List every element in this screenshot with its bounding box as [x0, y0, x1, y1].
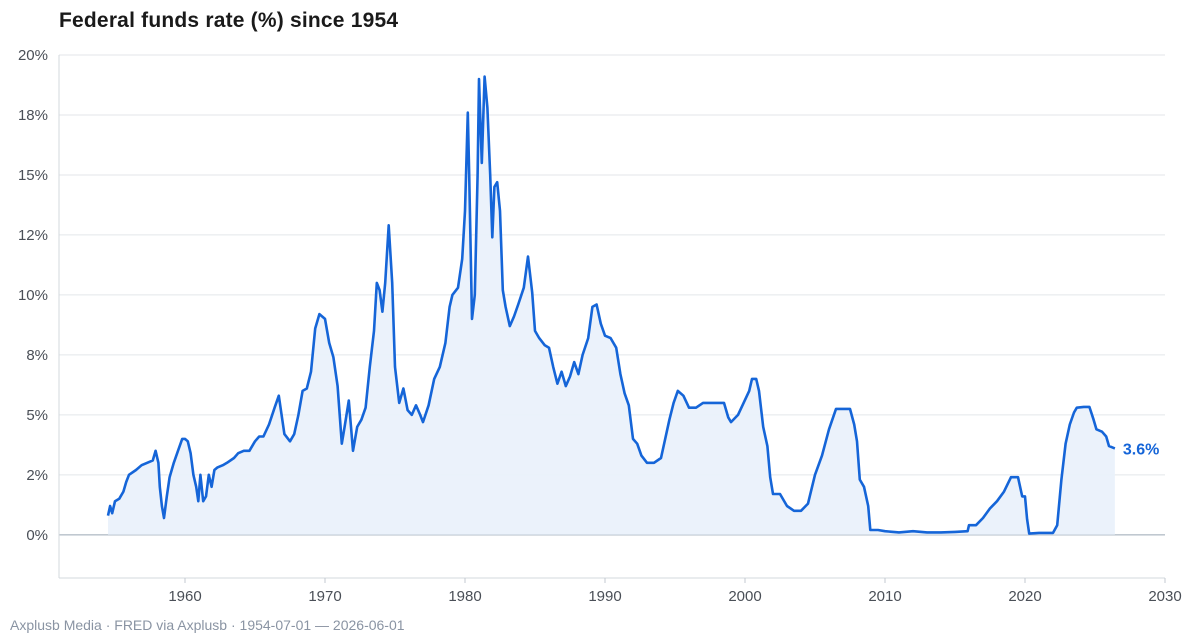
- y-tick-label: 18%: [18, 107, 48, 124]
- y-tick-label: 2%: [26, 467, 48, 484]
- x-tick-label: 1980: [448, 588, 481, 605]
- x-tick-label: 1990: [588, 588, 621, 605]
- x-tick-label: 1960: [168, 588, 201, 605]
- y-tick-label: 15%: [18, 167, 48, 184]
- series-area: [108, 76, 1115, 535]
- x-tick-label: 2010: [868, 588, 901, 605]
- y-tick-label: 5%: [26, 407, 48, 424]
- x-tick-label: 2000: [728, 588, 761, 605]
- x-tick-label: 1970: [308, 588, 341, 605]
- y-tick-label: 10%: [18, 287, 48, 304]
- x-tick-label: 2030: [1148, 588, 1181, 605]
- chart-title: Federal funds rate (%) since 1954: [59, 9, 399, 32]
- source-footer: Axplusb Media · FRED via Axplusb · 1954-…: [10, 617, 405, 633]
- y-axis-labels: 0% 2% 5% 8% 10% 12% 15% 18% 20%: [18, 47, 48, 544]
- x-tick-label: 2020: [1008, 588, 1041, 605]
- y-tick-label: 20%: [18, 47, 48, 64]
- y-tick-label: 0%: [26, 527, 48, 544]
- y-tick-label: 12%: [18, 227, 48, 244]
- y-tick-label: 8%: [26, 347, 48, 364]
- series-line: [106, 75, 1116, 535]
- latest-value-label: 3.6%: [1123, 441, 1159, 458]
- x-axis-labels: 1960 1970 1980 1990 2000 2010 2020 2030: [168, 588, 1181, 605]
- axes: [58, 55, 1166, 583]
